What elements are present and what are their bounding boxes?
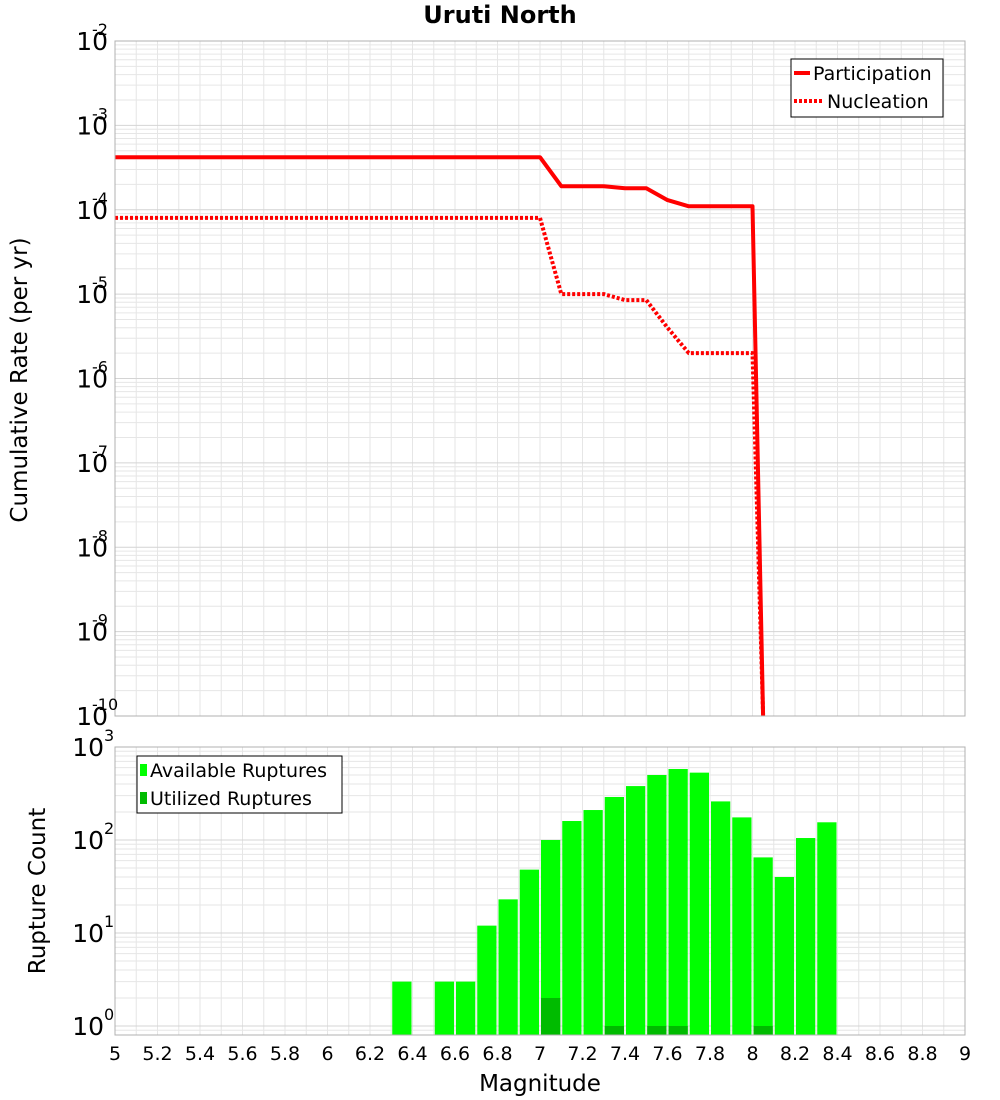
top-y-tick-label: 10 (76, 702, 108, 731)
bottom-y-tick-exponent: 0 (104, 1005, 114, 1024)
top-y-tick-label: 10 (76, 618, 108, 647)
chart-title: Uruti North (423, 1, 576, 29)
x-tick-label: 5.4 (185, 1043, 215, 1065)
x-tick-label: 5.2 (142, 1043, 172, 1065)
x-tick-label: 5.8 (270, 1043, 300, 1065)
available-rupture-bar (519, 869, 539, 1035)
top-plot-frame (114, 40, 966, 717)
available-rupture-bar (434, 981, 454, 1035)
bottom-y-tick-label: 10 (72, 919, 104, 948)
x-tick-label: 8 (746, 1043, 758, 1065)
available-rupture-bar (626, 786, 646, 1035)
top-legend-box (790, 58, 944, 118)
top-y-tick-label: 10 (76, 196, 108, 225)
x-tick-label: 7.8 (695, 1043, 725, 1065)
bottom-legend-box (136, 755, 343, 814)
available-rupture-bar (562, 821, 582, 1035)
top-y-tick-labels: 10-210-310-410-510-610-710-810-910-10 (76, 20, 118, 731)
x-tick-label: 8.2 (780, 1043, 810, 1065)
top-y-axis-label: Cumulative Rate (per yr) (7, 237, 33, 522)
available-rupture-bar (583, 810, 603, 1035)
available-rupture-bar (774, 877, 794, 1035)
x-tick-label: 8.8 (907, 1043, 937, 1065)
x-axis-label: Magnitude (479, 1071, 601, 1097)
utilized-rupture-bar (541, 997, 561, 1035)
available-legend-swatch (140, 764, 147, 776)
top-legend: Participation Nucleation (790, 58, 944, 118)
top-y-tick-exponent: -7 (92, 442, 108, 461)
x-tick-label: 6.8 (482, 1043, 512, 1065)
nucleation-legend-label: Nucleation (827, 91, 929, 113)
available-rupture-bar (689, 772, 709, 1035)
available-rupture-bar (477, 925, 497, 1035)
bottom-y-tick-exponent: 3 (104, 726, 114, 745)
utilized-rupture-bar (668, 1025, 688, 1035)
utilized-legend-label: Utilized Ruptures (150, 788, 312, 810)
available-rupture-bar (392, 981, 412, 1035)
available-rupture-bar (604, 796, 624, 1035)
top-y-tick-exponent: -4 (92, 189, 108, 208)
bottom-legend: Available Ruptures Utilized Ruptures (136, 755, 343, 814)
x-tick-label: 6 (321, 1043, 333, 1065)
x-tick-label: 7.4 (610, 1043, 640, 1065)
top-y-tick-exponent: -8 (92, 526, 108, 545)
utilized-legend-swatch (140, 792, 147, 804)
x-tick-label: 8.4 (822, 1043, 852, 1065)
top-y-tick-label: 10 (76, 533, 108, 562)
available-rupture-bar (647, 774, 667, 1035)
x-tick-label: 6.4 (397, 1043, 427, 1065)
available-rupture-bar (498, 899, 518, 1035)
available-legend-label: Available Ruptures (150, 760, 327, 782)
bottom-y-tick-exponent: 2 (104, 819, 114, 838)
top-y-tick-label: 10 (76, 280, 108, 309)
available-rupture-bar (541, 839, 561, 1035)
top-y-tick-exponent: -10 (92, 695, 118, 714)
bottom-x-tick-labels: 5 5.2 5.4 5.6 5.8 6 6.2 6.4 6.6 6.8 7 7.2 7.4 7.6 7.8 8… (109, 1043, 971, 1065)
utilized-rupture-bar (647, 1025, 667, 1035)
utilized-rupture-bar (753, 1025, 773, 1035)
top-y-tick-exponent: -5 (92, 273, 108, 292)
available-rupture-bar (668, 769, 688, 1035)
utilized-rupture-bar (604, 1025, 624, 1035)
available-rupture-bar (711, 801, 731, 1035)
bottom-y-tick-label: 10 (72, 733, 104, 762)
top-y-tick-label: 10 (76, 111, 108, 140)
top-y-tick-exponent: -3 (92, 104, 108, 123)
available-rupture-bar (456, 981, 476, 1035)
participation-legend-label: Participation (813, 63, 932, 85)
bottom-y-axis-label: Rupture Count (25, 808, 51, 974)
x-tick-label: 6.2 (355, 1043, 385, 1065)
x-tick-label: 6.6 (440, 1043, 470, 1065)
top-y-tick-label: 10 (76, 365, 108, 394)
top-y-tick-label: 10 (76, 449, 108, 478)
x-tick-label: 5 (109, 1043, 121, 1065)
bottom-plot-frame (114, 746, 966, 1036)
top-gridlines (114, 41, 966, 717)
bottom-y-tick-exponent: 1 (104, 912, 114, 931)
bottom-y-tick-label: 10 (72, 1012, 104, 1041)
participation-line (115, 155, 766, 717)
x-tick-label: 8.6 (865, 1043, 895, 1065)
top-y-tick-exponent: -6 (92, 358, 108, 377)
top-y-tick-label: 10 (76, 27, 108, 56)
available-rupture-bar (732, 817, 752, 1035)
top-series-layer (115, 155, 766, 717)
x-tick-label: 7.2 (567, 1043, 597, 1065)
x-tick-label: 5.6 (227, 1043, 257, 1065)
x-tick-label: 9 (959, 1043, 971, 1065)
available-rupture-bar (753, 857, 773, 1035)
available-rupture-bar (796, 838, 816, 1035)
x-tick-label: 7 (534, 1043, 546, 1065)
bottom-y-tick-label: 10 (72, 826, 104, 855)
top-y-tick-exponent: -9 (92, 611, 108, 630)
top-y-tick-exponent: -2 (92, 20, 108, 39)
x-tick-label: 7.6 (652, 1043, 682, 1065)
bottom-bars-layer (392, 769, 837, 1035)
available-rupture-bar (817, 822, 837, 1035)
